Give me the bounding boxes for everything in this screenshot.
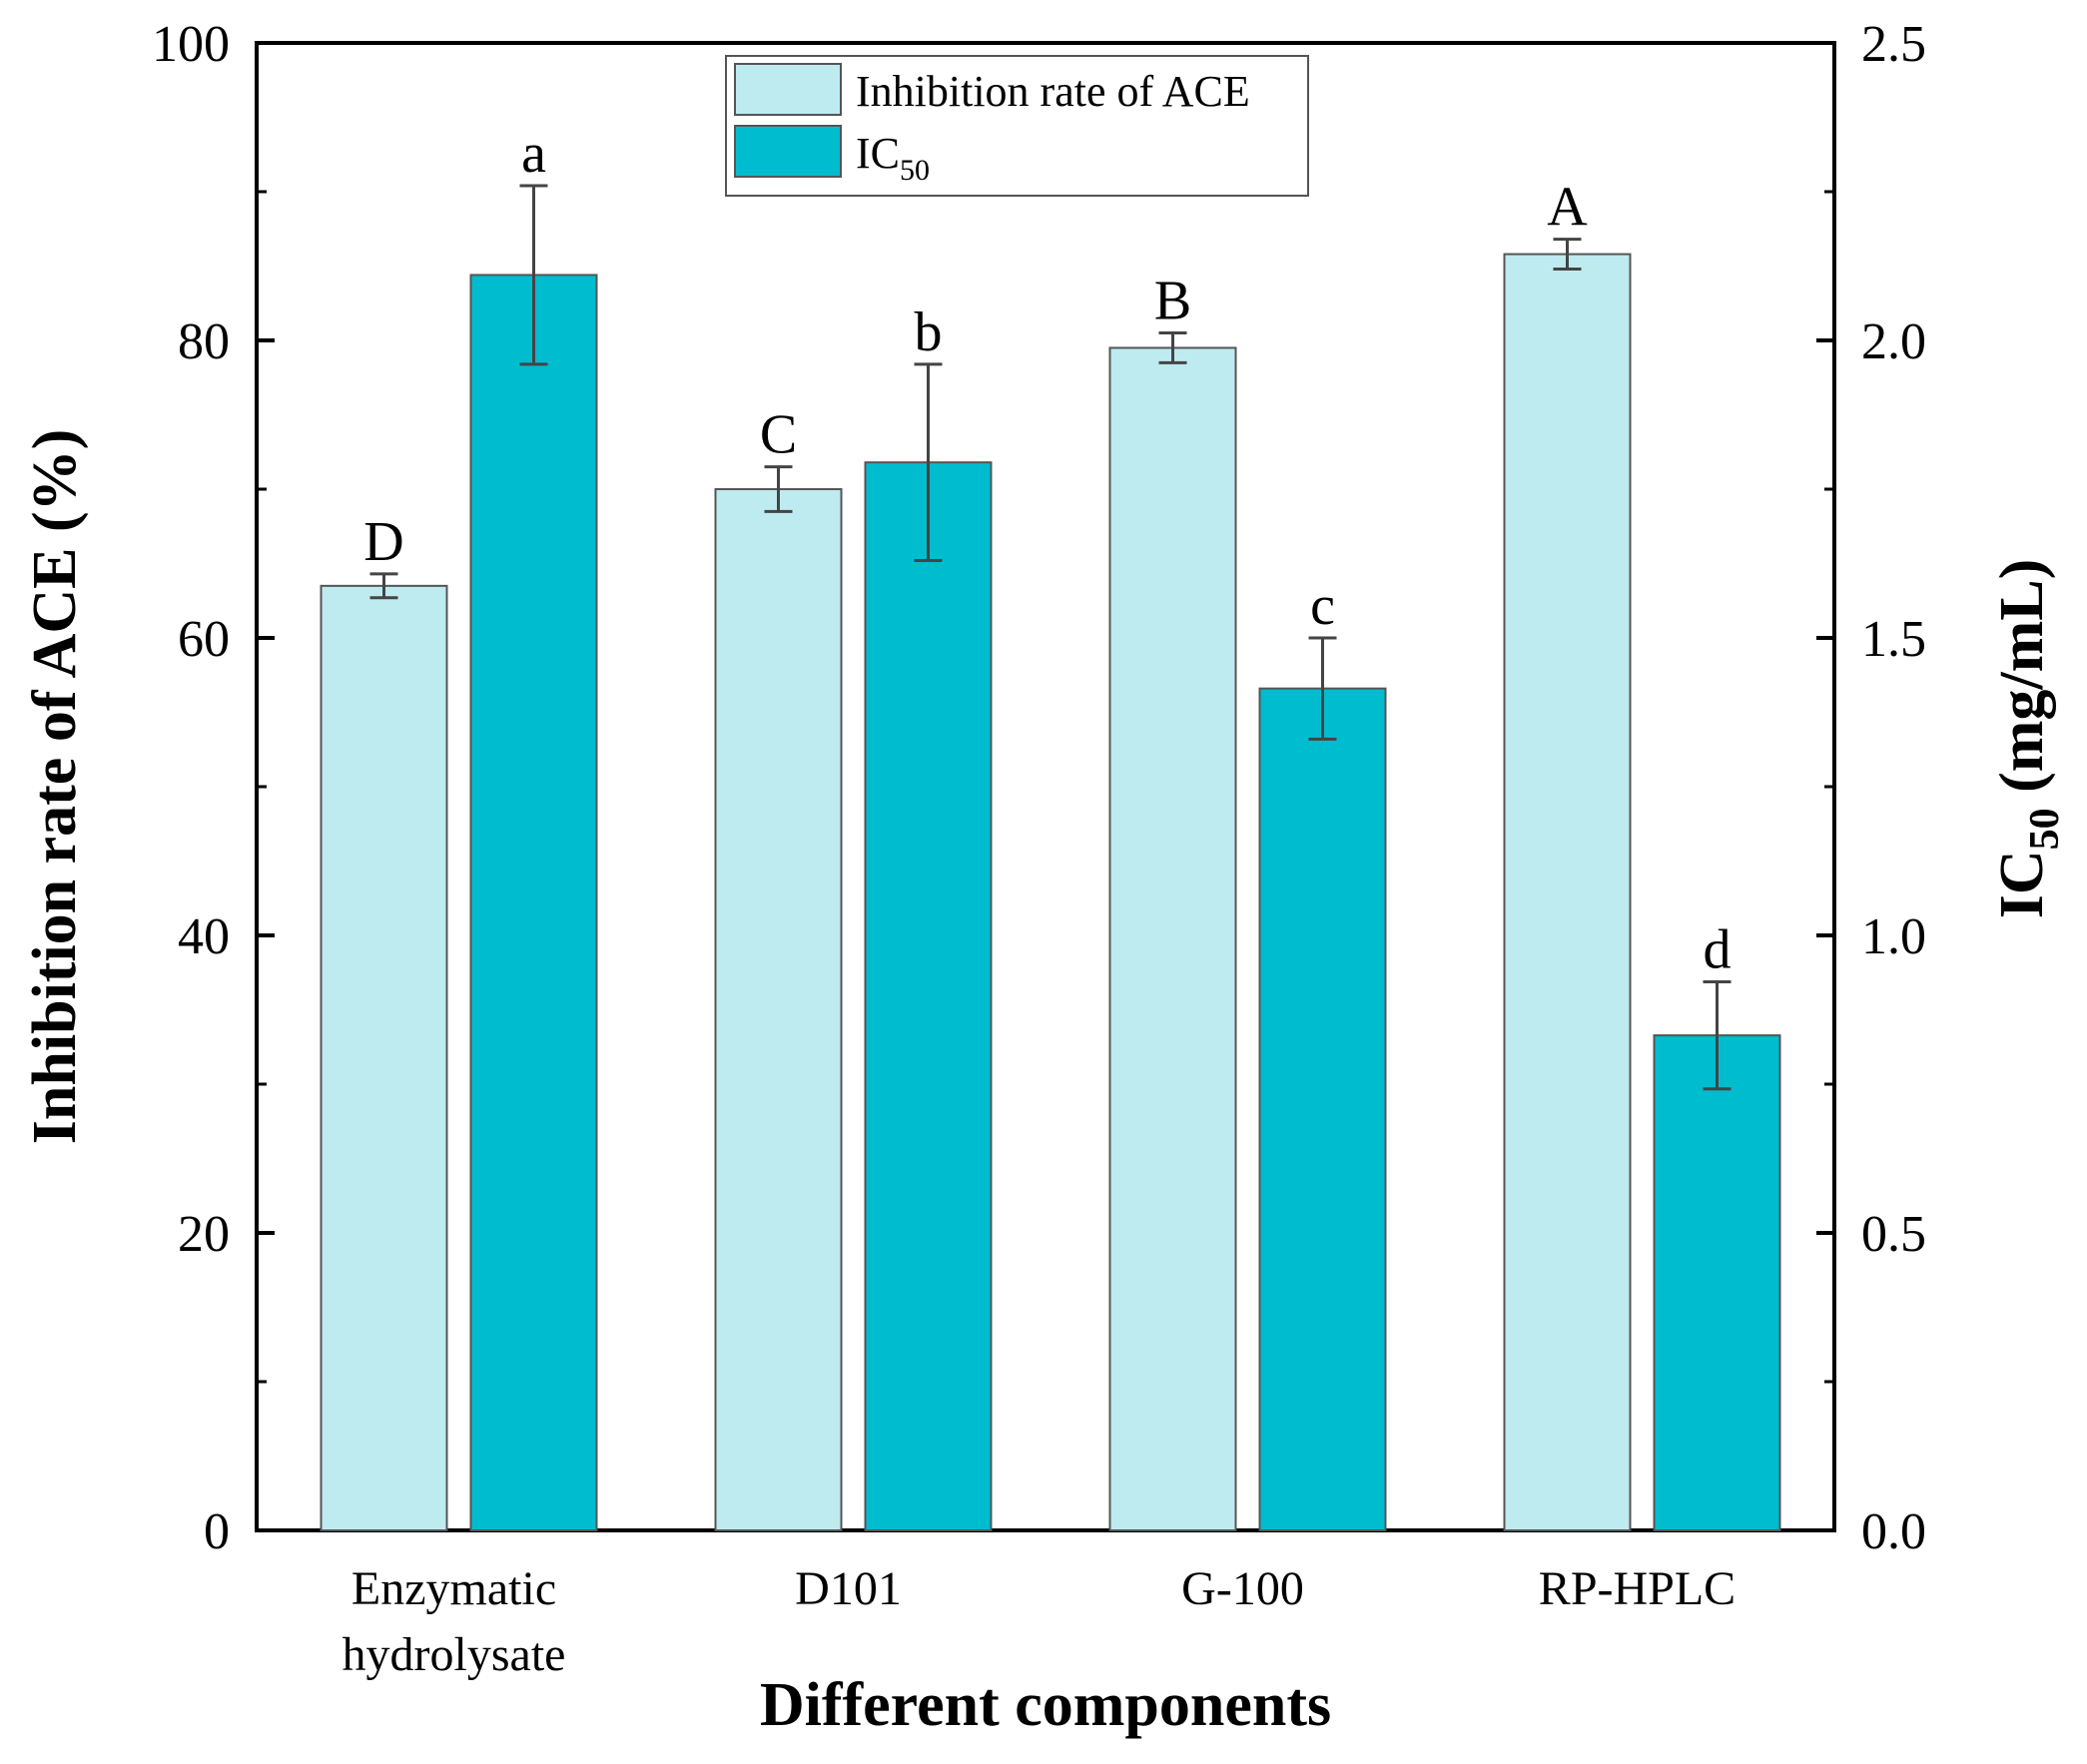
- bar-ic50: [1258, 687, 1387, 1531]
- left-tick-label: 80: [178, 313, 230, 370]
- category-labels: Enzymatic hydrolysate D101 G-100 RP-HPLC: [343, 1562, 1737, 1681]
- significance-label: d: [1704, 918, 1732, 980]
- left-axis: 0 20 40 60 80 100: [152, 16, 275, 1560]
- bar-inhibition: [1108, 346, 1237, 1532]
- category-label: Enzymatic: [351, 1562, 556, 1615]
- bar-inhibition: [714, 488, 843, 1531]
- bar-inhibition: [320, 584, 448, 1531]
- significance-label: a: [521, 123, 546, 185]
- legend-swatch-inhibition: [734, 63, 842, 116]
- right-axis-title-rest: (mg/mL): [1988, 559, 2056, 809]
- left-tick-label: 100: [152, 16, 230, 73]
- category-label: G-100: [1181, 1562, 1304, 1615]
- left-tick-label: 40: [178, 908, 230, 965]
- right-axis-title-main: IC: [1988, 850, 2056, 918]
- left-tick-label: 0: [204, 1503, 230, 1560]
- significance-label: b: [915, 301, 943, 363]
- right-tick-label: 2.0: [1861, 313, 1926, 370]
- significance-label: A: [1547, 177, 1588, 239]
- bar-ic50: [1653, 1034, 1781, 1532]
- right-axis: 0.0 0.5 1.0 1.5 2.0 2.5: [1816, 16, 1926, 1560]
- category-label: RP-HPLC: [1539, 1562, 1736, 1615]
- left-tick-label: 60: [178, 611, 230, 668]
- left-tick-label: 20: [178, 1206, 230, 1263]
- category-label: D101: [795, 1562, 902, 1615]
- significance-label: D: [363, 511, 403, 573]
- legend-label-ic50-sub: 50: [900, 154, 930, 187]
- category-label-line2: hydrolysate: [343, 1628, 566, 1681]
- significance-label: C: [760, 404, 797, 466]
- significance-label: c: [1310, 575, 1335, 637]
- legend-label-ic50: IC50: [856, 129, 930, 187]
- bars-layer: Da Cb Bc Ad: [320, 123, 1781, 1532]
- right-tick-label: 2.5: [1861, 16, 1926, 73]
- significance-label: B: [1154, 271, 1191, 332]
- x-axis-title: Different components: [760, 1671, 1331, 1739]
- bar-ic50: [469, 274, 598, 1532]
- right-tick-label: 1.0: [1861, 908, 1926, 965]
- right-tick-label: 0.5: [1861, 1206, 1926, 1263]
- bar-ic50: [864, 461, 993, 1531]
- right-tick-label: 0.0: [1861, 1503, 1926, 1560]
- legend-swatch-ic50: [734, 125, 842, 178]
- left-axis-title: Inhibition rate of ACE (%): [21, 429, 89, 1144]
- right-axis-title: IC50 (mg/mL): [1988, 559, 2068, 919]
- legend-label-inhibition: Inhibition rate of ACE: [856, 67, 1250, 116]
- right-tick-label: 1.5: [1861, 611, 1926, 668]
- right-axis-title-sub: 50: [2022, 808, 2068, 850]
- legend: Inhibition rate of ACE IC50: [725, 55, 1309, 197]
- bar-inhibition: [1503, 253, 1632, 1532]
- legend-label-ic50-main: IC: [856, 129, 900, 178]
